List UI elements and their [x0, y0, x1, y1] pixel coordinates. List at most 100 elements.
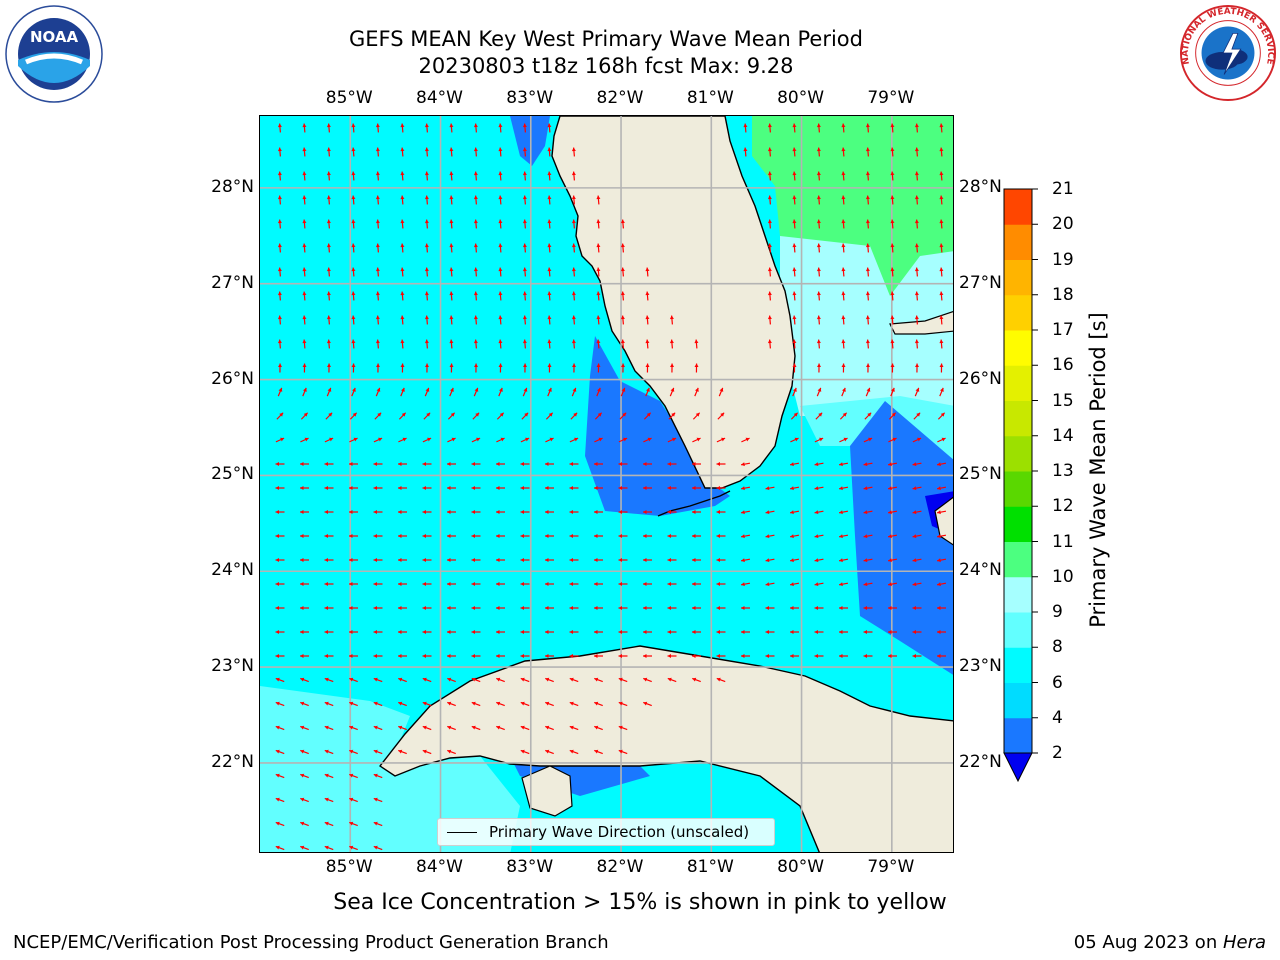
wave-direction-arrow — [520, 606, 530, 610]
wave-direction-arrow — [351, 171, 356, 181]
wave-direction-arrow — [939, 171, 944, 181]
wave-direction-arrow — [939, 363, 944, 373]
wave-direction-arrow — [400, 363, 405, 373]
wave-direction-arrow — [643, 606, 652, 610]
latitude-label: 28°N — [959, 176, 1002, 197]
wave-direction-arrow — [645, 267, 650, 277]
wave-direction-arrow — [841, 363, 846, 373]
wave-direction-arrow — [422, 437, 432, 443]
sea-ice-note: Sea Ice Concentration > 15% is shown in … — [333, 890, 947, 915]
legend-label: Primary Wave Direction (unscaled) — [489, 823, 750, 841]
wave-direction-arrow — [912, 510, 922, 515]
wave-direction-arrow — [912, 462, 922, 467]
colorbar-tick-label: 11 — [1052, 531, 1074, 552]
wave-direction-arrow — [302, 195, 307, 205]
wave-direction-arrow — [890, 243, 895, 253]
wave-direction-arrow — [275, 845, 285, 851]
wave-direction-arrow — [300, 749, 309, 755]
wave-direction-arrow — [349, 582, 358, 586]
wave-direction-arrow — [398, 462, 407, 466]
wave-direction-arrow — [349, 534, 358, 538]
wave-direction-arrow — [522, 315, 527, 325]
wave-direction-arrow — [569, 534, 579, 538]
wave-direction-arrow — [694, 339, 699, 349]
wave-direction-arrow — [449, 267, 454, 277]
colorbar-tick-label: 18 — [1052, 284, 1074, 305]
wave-direction-arrow — [473, 339, 478, 349]
wave-direction-arrow — [765, 510, 775, 515]
wave-direction-arrow — [277, 291, 282, 301]
wave-direction-arrow — [620, 387, 626, 397]
wave-direction-arrow — [692, 582, 701, 586]
wave-direction-arrow — [643, 701, 652, 707]
wave-direction-arrow — [398, 510, 407, 514]
wave-direction-arrow — [915, 363, 920, 373]
colorbar-tick-label: 2 — [1052, 743, 1063, 763]
latitude-label: 23°N — [959, 656, 1002, 677]
wave-direction-arrow — [351, 267, 356, 277]
colorbar-segment — [1004, 224, 1032, 260]
wave-direction-arrow — [422, 534, 432, 538]
wave-direction-arrow — [351, 219, 356, 229]
wave-direction-arrow — [496, 534, 505, 538]
wave-direction-arrow — [914, 147, 919, 157]
wave-direction-arrow — [373, 606, 383, 610]
wave-direction-arrow — [498, 387, 503, 397]
grand-bahama — [889, 311, 953, 335]
wave-direction-arrow — [496, 606, 505, 610]
wave-direction-arrow — [300, 845, 309, 851]
wave-direction-arrow — [275, 486, 285, 490]
wave-direction-arrow — [545, 462, 554, 466]
wave-direction-arrow — [571, 315, 576, 325]
wave-direction-arrow — [275, 821, 285, 827]
wave-direction-arrow — [327, 363, 332, 373]
wave-direction-arrow — [594, 412, 603, 420]
colorbar-segment — [1004, 717, 1032, 754]
wave-direction-arrow — [841, 267, 846, 277]
wave-direction-arrow — [547, 123, 552, 133]
wave-direction-arrow — [792, 243, 797, 253]
colorbar-segment — [1004, 294, 1032, 331]
colorbar-tick-label: 19 — [1052, 249, 1074, 270]
colorbar-tick-label: 17 — [1052, 320, 1074, 340]
wave-direction-arrow — [277, 267, 282, 277]
wave-direction-arrow — [937, 437, 946, 443]
wave-direction-arrow — [520, 725, 530, 731]
wave-direction-arrow — [545, 510, 554, 514]
wave-direction-arrow — [767, 123, 772, 133]
wave-direction-arrow — [841, 219, 846, 229]
wave-direction-arrow — [936, 582, 947, 587]
wave-direction-arrow — [326, 267, 331, 277]
wave-direction-arrow — [351, 387, 356, 397]
wave-direction-arrow — [841, 339, 846, 349]
wave-direction-arrow — [887, 534, 898, 539]
wave-direction-arrow — [326, 339, 331, 349]
wave-direction-arrow — [887, 486, 898, 491]
wave-direction-arrow — [789, 534, 800, 539]
wave-period-map — [259, 115, 954, 853]
wave-direction-arrow — [618, 725, 628, 731]
wave-direction-arrow — [326, 195, 331, 205]
wave-direction-arrow — [275, 582, 285, 586]
wave-direction-arrow — [496, 412, 505, 420]
latitude-label: 22°N — [959, 751, 1002, 772]
map-legend: Primary Wave Direction (unscaled) — [437, 818, 775, 846]
wave-direction-arrow — [277, 195, 282, 205]
wave-direction-arrow — [716, 486, 726, 490]
wave-direction-arrow — [424, 267, 429, 277]
wave-direction-arrow — [939, 219, 944, 229]
colorbar-tick-label: 13 — [1052, 461, 1074, 481]
wave-direction-arrow — [740, 462, 751, 467]
wave-direction-arrow — [373, 486, 383, 490]
wave-direction-arrow — [937, 630, 946, 634]
wave-direction-arrow — [716, 654, 726, 658]
wave-direction-arrow — [424, 387, 430, 397]
wave-direction-arrow — [716, 510, 726, 514]
wave-direction-arrow — [498, 219, 503, 229]
wave-direction-arrow — [275, 773, 285, 779]
wave-direction-arrow — [596, 387, 601, 397]
colorbar-segment — [1004, 400, 1032, 437]
wave-direction-arrow — [278, 363, 283, 373]
wave-direction-arrow — [471, 510, 481, 514]
wave-direction-arrow — [398, 437, 407, 443]
